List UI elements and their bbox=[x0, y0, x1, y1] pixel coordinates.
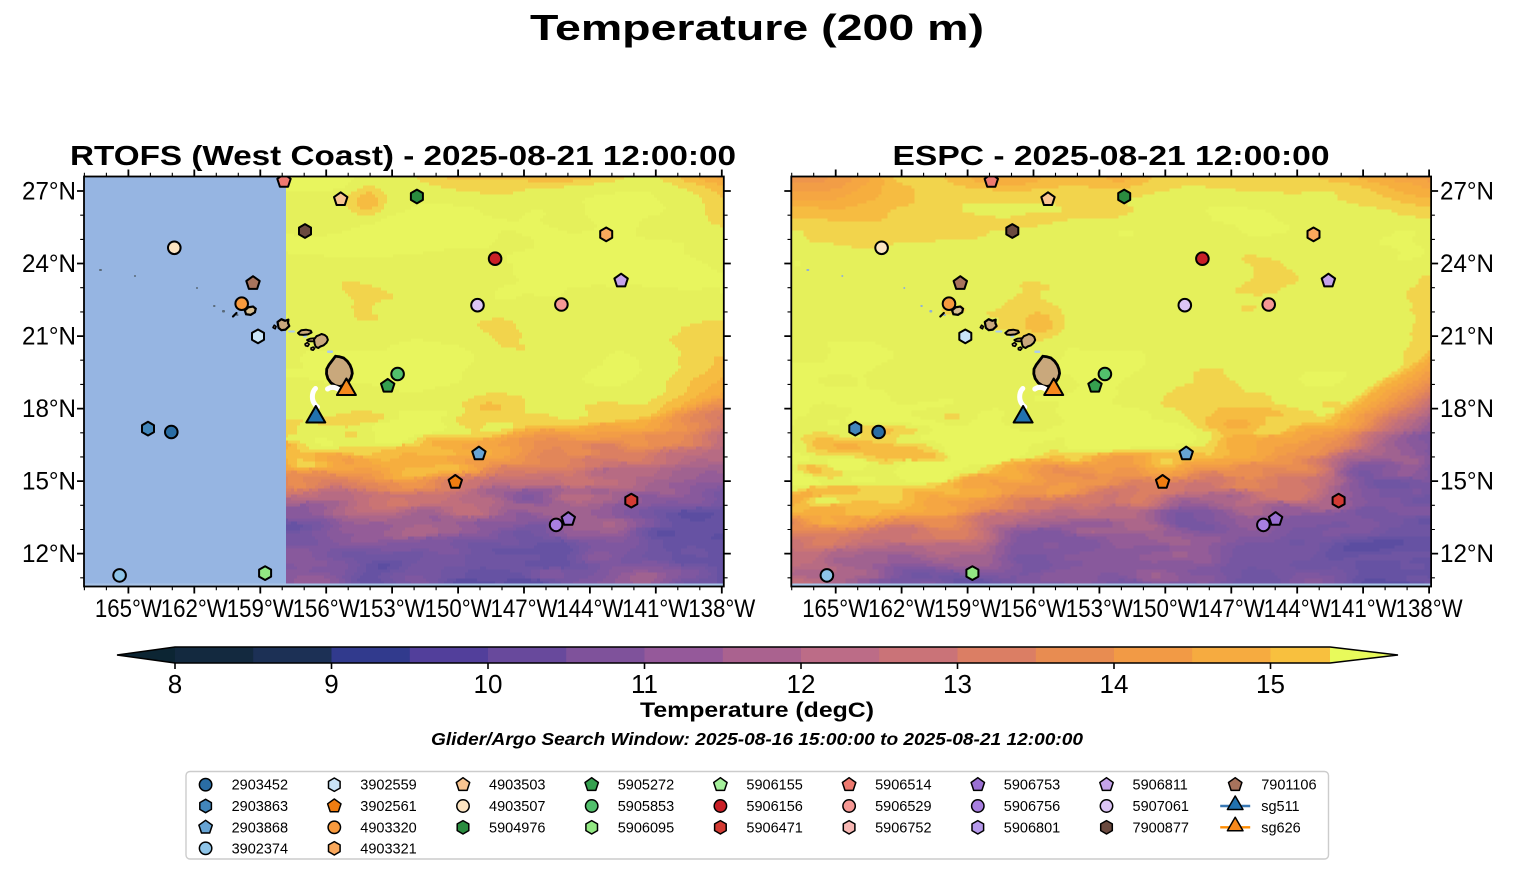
svg-text:153°W: 153°W bbox=[1066, 595, 1133, 623]
svg-text:ESPC - 2025-08-21 12:00:00: ESPC - 2025-08-21 12:00:00 bbox=[893, 140, 1330, 171]
svg-text:156°W: 156°W bbox=[293, 595, 360, 623]
svg-text:165°W: 165°W bbox=[95, 595, 162, 623]
svg-text:2903868: 2903868 bbox=[232, 820, 288, 836]
svg-text:27°N: 27°N bbox=[22, 178, 76, 206]
svg-text:11: 11 bbox=[631, 669, 658, 699]
svg-text:24°N: 24°N bbox=[22, 250, 76, 278]
svg-text:2903452: 2903452 bbox=[232, 778, 288, 794]
svg-text:150°W: 150°W bbox=[1132, 595, 1199, 623]
svg-text:5905272: 5905272 bbox=[618, 778, 674, 794]
svg-text:4903503: 4903503 bbox=[489, 778, 545, 794]
svg-text:5906529: 5906529 bbox=[875, 799, 931, 815]
svg-text:15°N: 15°N bbox=[22, 468, 76, 496]
svg-text:5904976: 5904976 bbox=[489, 820, 545, 836]
svg-text:12: 12 bbox=[787, 669, 816, 699]
svg-text:9: 9 bbox=[324, 669, 338, 699]
svg-text:5906471: 5906471 bbox=[746, 820, 802, 836]
svg-text:159°W: 159°W bbox=[227, 595, 294, 623]
svg-text:12°N: 12°N bbox=[1440, 540, 1494, 568]
svg-text:150°W: 150°W bbox=[425, 595, 492, 623]
svg-text:144°W: 144°W bbox=[556, 595, 623, 623]
svg-text:5906095: 5906095 bbox=[618, 820, 674, 836]
svg-text:165°W: 165°W bbox=[802, 595, 869, 623]
svg-text:4903507: 4903507 bbox=[489, 799, 545, 815]
svg-text:7901106: 7901106 bbox=[1261, 778, 1316, 794]
svg-text:13: 13 bbox=[943, 669, 972, 699]
svg-text:4903321: 4903321 bbox=[360, 841, 416, 857]
svg-text:138°W: 138°W bbox=[688, 595, 755, 623]
svg-text:Temperature (200 m): Temperature (200 m) bbox=[530, 7, 984, 48]
svg-text:sg511: sg511 bbox=[1261, 799, 1299, 815]
svg-text:5905853: 5905853 bbox=[618, 799, 674, 815]
svg-text:5906514: 5906514 bbox=[875, 778, 931, 794]
svg-text:21°N: 21°N bbox=[1440, 323, 1494, 351]
svg-text:147°W: 147°W bbox=[1198, 595, 1265, 623]
svg-text:sg626: sg626 bbox=[1261, 820, 1301, 836]
svg-text:21°N: 21°N bbox=[22, 323, 76, 351]
svg-text:141°W: 141°W bbox=[622, 595, 689, 623]
svg-text:24°N: 24°N bbox=[1440, 250, 1494, 278]
svg-text:18°N: 18°N bbox=[1440, 395, 1494, 423]
svg-text:14: 14 bbox=[1100, 669, 1129, 699]
svg-text:8: 8 bbox=[168, 669, 182, 699]
svg-text:5906811: 5906811 bbox=[1133, 778, 1188, 794]
svg-text:138°W: 138°W bbox=[1396, 595, 1463, 623]
svg-text:10: 10 bbox=[474, 669, 503, 699]
svg-text:159°W: 159°W bbox=[934, 595, 1001, 623]
svg-text:3902559: 3902559 bbox=[360, 778, 416, 794]
svg-text:2903863: 2903863 bbox=[232, 799, 288, 815]
svg-text:5906753: 5906753 bbox=[1004, 778, 1060, 794]
svg-text:3902561: 3902561 bbox=[360, 799, 416, 815]
svg-text:141°W: 141°W bbox=[1330, 595, 1397, 623]
svg-text:27°N: 27°N bbox=[1440, 178, 1494, 206]
svg-text:5906801: 5906801 bbox=[1004, 820, 1060, 836]
svg-text:15: 15 bbox=[1256, 669, 1285, 699]
svg-text:7900877: 7900877 bbox=[1133, 820, 1189, 836]
svg-text:5906155: 5906155 bbox=[746, 778, 802, 794]
svg-text:5906752: 5906752 bbox=[875, 820, 931, 836]
svg-text:5906756: 5906756 bbox=[1004, 799, 1060, 815]
svg-text:147°W: 147°W bbox=[491, 595, 558, 623]
svg-text:5906156: 5906156 bbox=[746, 799, 802, 815]
svg-text:162°W: 162°W bbox=[868, 595, 935, 623]
svg-text:12°N: 12°N bbox=[22, 540, 76, 568]
svg-text:RTOFS (West Coast) - 2025-08-2: RTOFS (West Coast) - 2025-08-21 12:00:00 bbox=[70, 140, 736, 171]
svg-text:144°W: 144°W bbox=[1264, 595, 1331, 623]
svg-text:5907061: 5907061 bbox=[1133, 799, 1189, 815]
svg-text:15°N: 15°N bbox=[1440, 468, 1494, 496]
svg-text:Glider/Argo Search Window: 202: Glider/Argo Search Window: 2025-08-16 15… bbox=[431, 729, 1083, 749]
svg-text:162°W: 162°W bbox=[161, 595, 228, 623]
svg-text:153°W: 153°W bbox=[359, 595, 426, 623]
svg-text:3902374: 3902374 bbox=[232, 841, 288, 857]
svg-text:18°N: 18°N bbox=[22, 395, 76, 423]
svg-text:Temperature (degC): Temperature (degC) bbox=[640, 699, 874, 722]
svg-text:156°W: 156°W bbox=[1000, 595, 1067, 623]
svg-text:4903320: 4903320 bbox=[360, 820, 416, 836]
